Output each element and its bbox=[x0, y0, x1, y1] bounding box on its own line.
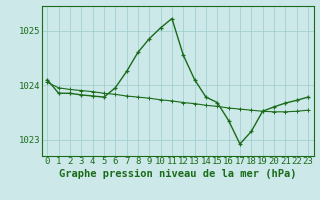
X-axis label: Graphe pression niveau de la mer (hPa): Graphe pression niveau de la mer (hPa) bbox=[59, 169, 296, 179]
